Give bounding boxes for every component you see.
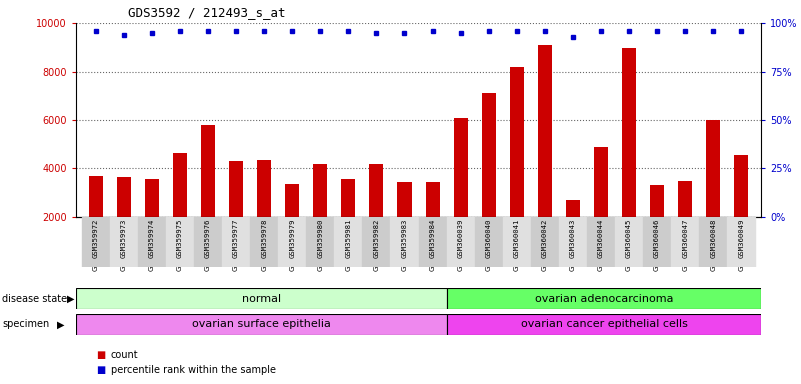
Text: ▶: ▶ [66, 293, 74, 304]
Bar [503, 217, 531, 267]
Bar [334, 217, 362, 267]
Bar [615, 217, 643, 267]
Bar [447, 314, 761, 335]
Text: GSM359973: GSM359973 [121, 218, 127, 258]
Text: ▶: ▶ [57, 319, 64, 329]
Text: ovarian adenocarcinoma: ovarian adenocarcinoma [535, 293, 674, 304]
Bar [622, 48, 636, 265]
Bar [447, 288, 761, 309]
Bar [257, 160, 272, 265]
Text: GSM359981: GSM359981 [345, 218, 352, 258]
Bar [278, 217, 306, 267]
Text: GSM359976: GSM359976 [205, 218, 211, 258]
Text: GSM360048: GSM360048 [710, 218, 716, 258]
Text: count: count [111, 350, 138, 360]
Bar [475, 217, 503, 267]
Text: ■: ■ [96, 365, 106, 375]
Bar [89, 176, 103, 265]
Bar [509, 67, 524, 265]
Bar [313, 164, 328, 265]
Bar [201, 125, 215, 265]
Bar [166, 217, 194, 267]
Bar [369, 164, 384, 265]
Text: GSM360041: GSM360041 [513, 218, 520, 258]
Bar [341, 179, 356, 265]
Bar [727, 217, 755, 267]
Bar [397, 182, 412, 265]
Text: GSM360047: GSM360047 [682, 218, 688, 258]
Bar [650, 185, 664, 265]
Bar [117, 177, 131, 265]
Text: GSM360039: GSM360039 [457, 218, 464, 258]
Text: GSM359972: GSM359972 [93, 218, 99, 258]
Bar [229, 161, 243, 265]
Bar [587, 217, 615, 267]
Text: GSM359977: GSM359977 [233, 218, 239, 258]
Bar [678, 180, 692, 265]
Bar [76, 288, 447, 309]
Bar [559, 217, 587, 267]
Bar [594, 147, 608, 265]
Text: GSM359978: GSM359978 [261, 218, 268, 258]
Bar [222, 217, 250, 267]
Bar [481, 93, 496, 265]
Bar [566, 200, 580, 265]
Text: GSM360043: GSM360043 [570, 218, 576, 258]
Text: GSM360049: GSM360049 [739, 218, 744, 258]
Bar [145, 179, 159, 265]
Bar [735, 155, 748, 265]
Bar [671, 217, 699, 267]
Text: GSM360040: GSM360040 [485, 218, 492, 258]
Text: normal: normal [242, 293, 281, 304]
Text: percentile rank within the sample: percentile rank within the sample [111, 365, 276, 375]
Bar [706, 120, 720, 265]
Text: ovarian cancer epithelial cells: ovarian cancer epithelial cells [521, 319, 687, 329]
Bar [82, 217, 110, 267]
Bar [362, 217, 390, 267]
Bar [390, 217, 418, 267]
Bar [250, 217, 278, 267]
Bar [418, 217, 447, 267]
Bar [699, 217, 727, 267]
Text: GSM359979: GSM359979 [289, 218, 296, 258]
Bar [285, 184, 300, 265]
Bar [110, 217, 138, 267]
Text: ■: ■ [96, 350, 106, 360]
Text: GSM359974: GSM359974 [149, 218, 155, 258]
Bar [173, 153, 187, 265]
Text: GSM359975: GSM359975 [177, 218, 183, 258]
Text: specimen: specimen [2, 319, 50, 329]
Text: GSM359980: GSM359980 [317, 218, 324, 258]
Bar [453, 118, 468, 265]
Text: ovarian surface epithelia: ovarian surface epithelia [192, 319, 331, 329]
Bar [76, 314, 447, 335]
Text: disease state: disease state [2, 293, 67, 304]
Text: GSM360042: GSM360042 [541, 218, 548, 258]
Text: GSM359982: GSM359982 [373, 218, 380, 258]
Text: GDS3592 / 212493_s_at: GDS3592 / 212493_s_at [128, 7, 286, 20]
Text: GSM360045: GSM360045 [626, 218, 632, 258]
Bar [306, 217, 334, 267]
Bar [537, 45, 552, 265]
Bar [447, 217, 475, 267]
Bar [194, 217, 222, 267]
Bar [643, 217, 671, 267]
Bar [138, 217, 166, 267]
Text: GSM360044: GSM360044 [598, 218, 604, 258]
Bar [425, 182, 440, 265]
Bar [531, 217, 559, 267]
Text: GSM359983: GSM359983 [401, 218, 408, 258]
Text: GSM359984: GSM359984 [429, 218, 436, 258]
Text: GSM360046: GSM360046 [654, 218, 660, 258]
